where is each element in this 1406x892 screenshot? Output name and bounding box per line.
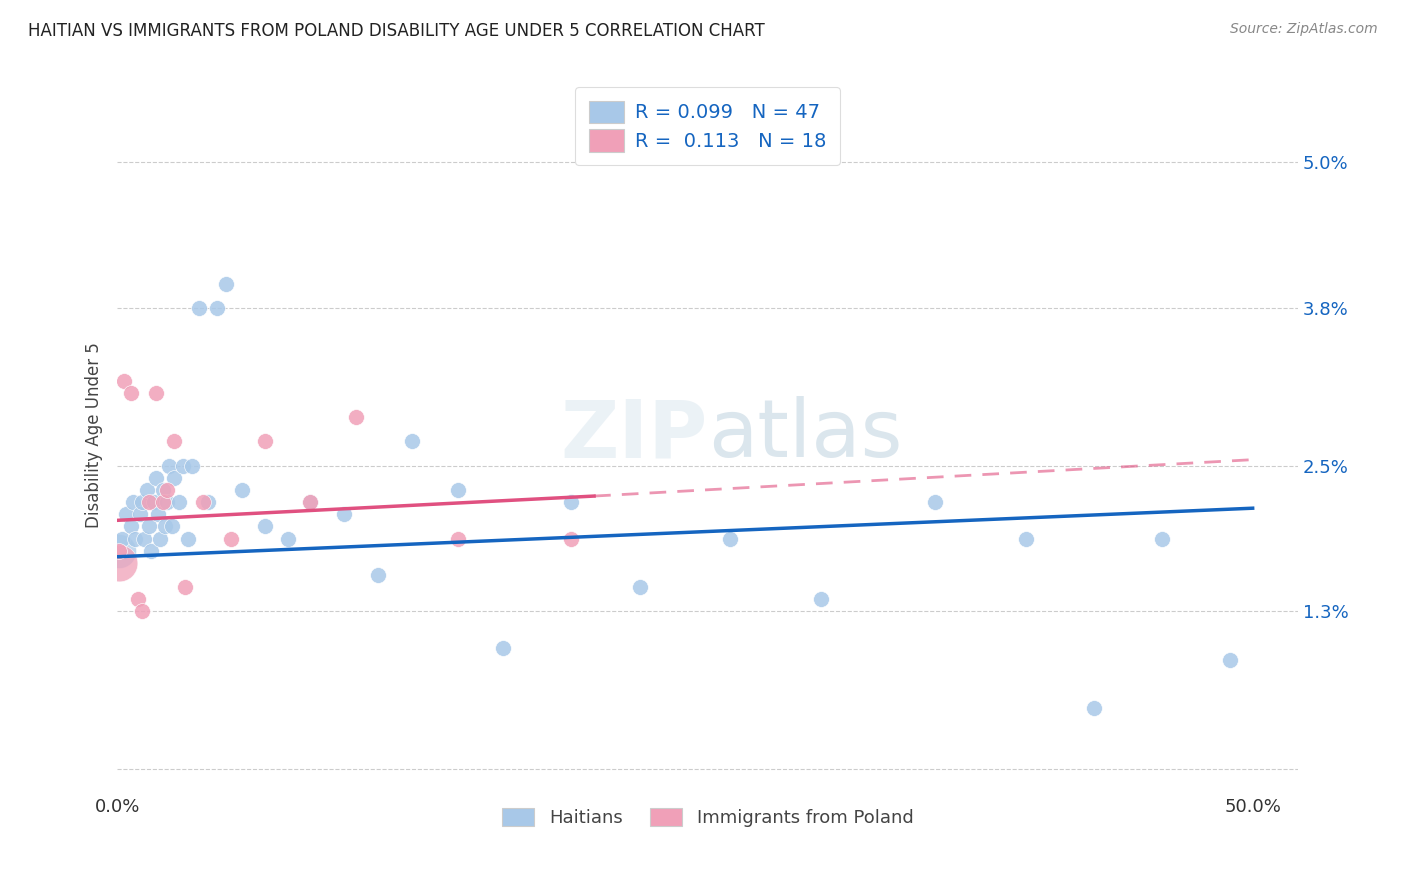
Y-axis label: Disability Age Under 5: Disability Age Under 5	[86, 343, 103, 528]
Point	[333, 508, 356, 522]
Point	[129, 508, 152, 522]
Point	[560, 532, 582, 546]
Point	[167, 495, 190, 509]
Point	[181, 458, 204, 473]
Point	[163, 434, 186, 449]
Point	[1083, 701, 1105, 715]
Point	[141, 543, 163, 558]
Point	[138, 519, 160, 533]
Point	[176, 532, 198, 546]
Point	[492, 640, 515, 655]
Point	[120, 519, 142, 533]
Point	[108, 556, 131, 570]
Point	[149, 532, 172, 546]
Point	[1014, 532, 1036, 546]
Point	[299, 495, 322, 509]
Point	[160, 519, 183, 533]
Text: atlas: atlas	[707, 396, 903, 475]
Point	[447, 483, 470, 497]
Point	[163, 471, 186, 485]
Point	[628, 580, 651, 594]
Point	[197, 495, 219, 509]
Point	[120, 385, 142, 400]
Point	[138, 495, 160, 509]
Point	[344, 410, 367, 425]
Point	[193, 495, 215, 509]
Point	[112, 374, 135, 388]
Point	[153, 519, 176, 533]
Point	[146, 508, 169, 522]
Point	[924, 495, 946, 509]
Point	[124, 532, 146, 546]
Point	[127, 592, 149, 607]
Point	[174, 580, 197, 594]
Point	[401, 434, 423, 449]
Legend: Haitians, Immigrants from Poland: Haitians, Immigrants from Poland	[495, 801, 921, 834]
Point	[145, 471, 167, 485]
Point	[560, 495, 582, 509]
Point	[111, 532, 134, 546]
Point	[810, 592, 832, 607]
Point	[1150, 532, 1173, 546]
Point	[367, 568, 389, 582]
Point	[152, 495, 174, 509]
Point	[172, 458, 194, 473]
Point	[205, 301, 228, 315]
Point	[219, 532, 242, 546]
Point	[145, 385, 167, 400]
Text: ZIP: ZIP	[561, 396, 707, 475]
Point	[131, 604, 153, 618]
Point	[115, 508, 138, 522]
Point	[231, 483, 253, 497]
Point	[718, 532, 741, 546]
Point	[131, 495, 153, 509]
Point	[108, 543, 131, 558]
Point	[157, 458, 180, 473]
Point	[299, 495, 322, 509]
Point	[134, 532, 156, 546]
Text: HAITIAN VS IMMIGRANTS FROM POLAND DISABILITY AGE UNDER 5 CORRELATION CHART: HAITIAN VS IMMIGRANTS FROM POLAND DISABI…	[28, 22, 765, 40]
Point	[122, 495, 145, 509]
Point	[447, 532, 470, 546]
Point	[108, 543, 131, 558]
Point	[156, 495, 179, 509]
Point	[253, 519, 276, 533]
Point	[135, 483, 157, 497]
Point	[156, 483, 179, 497]
Point	[187, 301, 209, 315]
Point	[1219, 653, 1241, 667]
Point	[253, 434, 276, 449]
Point	[142, 495, 165, 509]
Point	[215, 277, 238, 291]
Text: Source: ZipAtlas.com: Source: ZipAtlas.com	[1230, 22, 1378, 37]
Point	[152, 483, 174, 497]
Point	[276, 532, 298, 546]
